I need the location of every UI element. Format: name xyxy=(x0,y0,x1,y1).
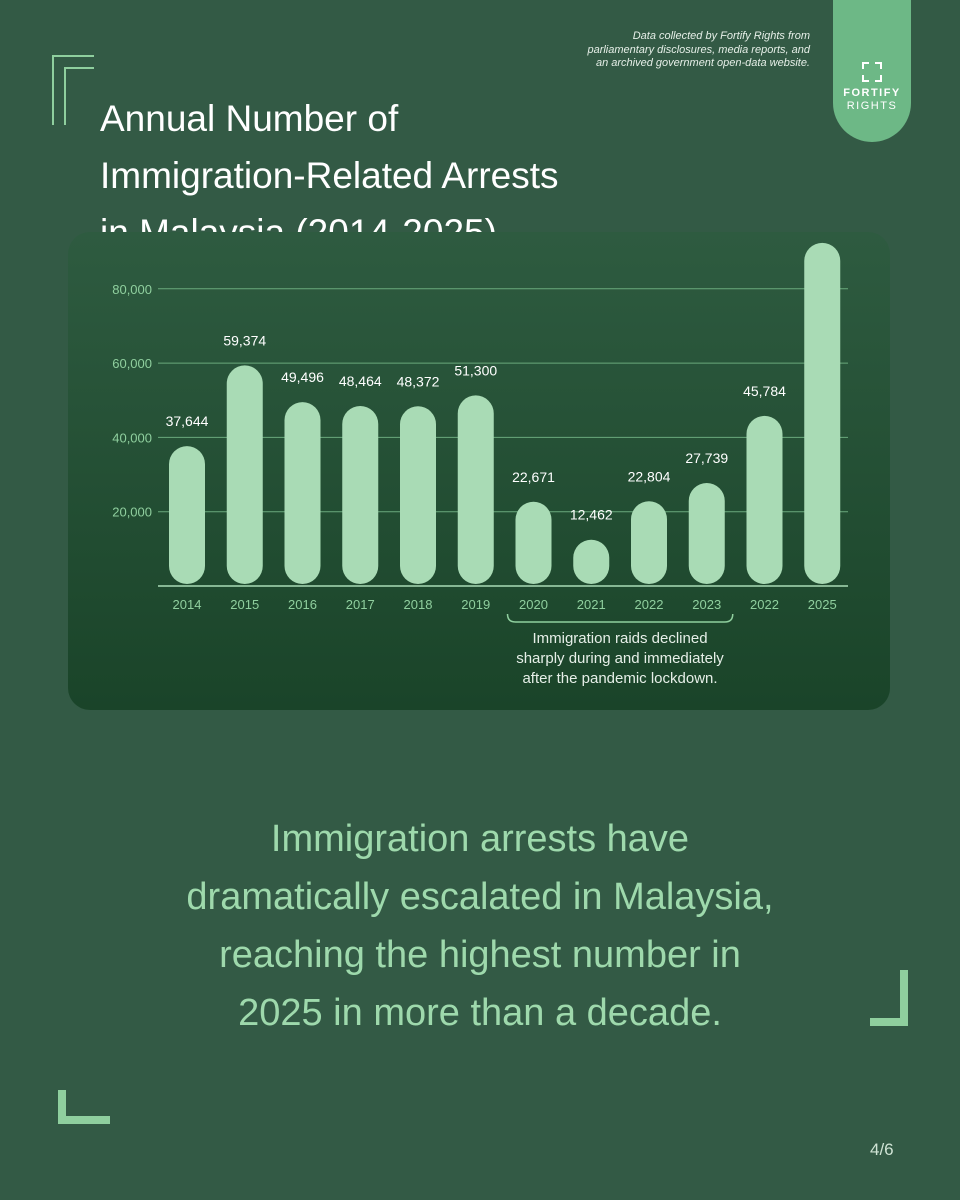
bar-value-label: 45,784 xyxy=(743,383,786,399)
logo-text-fortify: FORTIFY xyxy=(843,87,901,99)
x-tick-label: 2022 xyxy=(750,597,779,612)
x-tick-label: 2020 xyxy=(519,597,548,612)
pandemic-annotation: Immigration raids declined sharply durin… xyxy=(490,629,750,689)
x-tick-label: 2021 xyxy=(577,597,606,612)
bar-value-label: 48,464 xyxy=(339,373,382,389)
bar xyxy=(688,482,725,584)
x-tick-label: 2016 xyxy=(288,597,317,612)
y-tick-label: 40,000 xyxy=(112,430,152,445)
bar xyxy=(746,415,783,584)
key-message-line: Immigration arrests have xyxy=(270,818,690,860)
source-note-line: an archived government open-data website… xyxy=(595,57,810,69)
x-tick-label: 2022 xyxy=(635,597,664,612)
fortify-rights-logo: FORTIFY RIGHTS xyxy=(833,0,911,142)
bar xyxy=(342,405,379,584)
bar xyxy=(400,406,436,584)
bar xyxy=(631,501,667,584)
x-tick-label: 2014 xyxy=(173,597,202,612)
bar-value-label: 51,300 xyxy=(454,362,497,378)
chart-title-line: Immigration-Related Arrests xyxy=(100,155,559,196)
pandemic-bracket xyxy=(506,613,734,623)
source-note-line: Data collected by Fortify Rights from xyxy=(632,30,810,42)
key-message: Immigration arrests have dramatically es… xyxy=(120,810,840,1042)
bar-value-label: 12,462 xyxy=(570,507,613,523)
chart-title-line: Annual Number of xyxy=(100,98,399,139)
bar xyxy=(573,539,610,584)
source-note-line: parliamentary disclosures, media reports… xyxy=(587,43,810,56)
corner-bracket-top-left xyxy=(52,55,94,125)
bar-value-label: 27,739 xyxy=(685,450,728,466)
bar-value-label: 49,496 xyxy=(281,369,324,385)
bar-value-label: 22,671 xyxy=(512,469,555,485)
bar-value-label: 37,644 xyxy=(166,413,209,429)
annotation-line: sharply during and immediately xyxy=(516,650,724,667)
x-tick-label: 2025 xyxy=(808,597,837,612)
bar-chart: 20,000 40,000 60,000 80,000 37,644 2014 59,374… xyxy=(112,242,848,623)
bar xyxy=(284,402,321,584)
bar xyxy=(169,446,205,584)
key-message-line: dramatically escalated in Malaysia, xyxy=(186,876,774,918)
source-note: Data collected by Fortify Rights from pa… xyxy=(510,30,810,71)
bar xyxy=(515,501,552,584)
bracket-frame-icon xyxy=(862,62,882,82)
bar xyxy=(457,395,494,584)
key-message-line: 2025 in more than a decade. xyxy=(238,992,722,1034)
x-tick-label: 2019 xyxy=(461,597,490,612)
x-tick-label: 2017 xyxy=(346,597,375,612)
bar xyxy=(226,365,263,584)
bar-value-label: 59,374 xyxy=(223,332,266,348)
page-indicator: 4/6 xyxy=(870,1140,894,1159)
corner-bracket-bottom-left xyxy=(58,1090,110,1124)
logo-text-rights: RIGHTS xyxy=(846,100,898,112)
y-tick-label: 20,000 xyxy=(112,505,152,520)
chart-panel: 20,000 40,000 60,000 80,000 37,644 2014 59,374… xyxy=(68,232,890,710)
y-tick-label: 60,000 xyxy=(112,356,152,371)
bar xyxy=(804,242,841,584)
bar-value-label: 48,372 xyxy=(397,373,440,389)
x-tick-label: 2015 xyxy=(230,597,259,612)
y-tick-label: 80,000 xyxy=(112,282,152,297)
x-tick-label: 2023 xyxy=(692,597,721,612)
annotation-line: after the pandemic lockdown. xyxy=(522,670,718,687)
annotation-line: Immigration raids declined xyxy=(532,630,708,647)
key-message-line: reaching the highest number in xyxy=(219,934,741,976)
x-tick-label: 2018 xyxy=(404,597,433,612)
corner-bracket-bottom-right xyxy=(870,970,908,1026)
bar-value-label: 22,804 xyxy=(628,468,671,484)
